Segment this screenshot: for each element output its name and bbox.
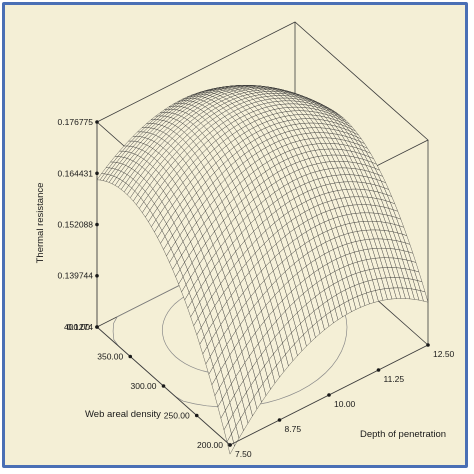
z-tick — [95, 273, 99, 278]
y-tick — [161, 384, 166, 388]
y-tick-label: 300.00 — [131, 381, 157, 391]
x-tick — [228, 443, 232, 447]
x-tick-label: 8.75 — [285, 424, 302, 434]
y-tick-label: 350.00 — [97, 352, 123, 362]
z-axis-title: Thermal resistance — [35, 183, 46, 264]
z-tick — [95, 171, 99, 176]
x-tick — [376, 368, 381, 372]
z-tick-label: 0.139744 — [58, 271, 94, 281]
z-tick-label: 0.176775 — [58, 117, 94, 127]
z-tick-label: 0.164431 — [58, 168, 94, 178]
y-tick — [95, 325, 99, 329]
z-tick — [95, 120, 99, 124]
z-tick-label: 0.152088 — [58, 219, 94, 229]
x-axis-title: Depth of penetration — [360, 429, 446, 440]
z-tick-label: 0.1274 — [67, 322, 93, 332]
y-tick-label: 200.00 — [197, 440, 223, 450]
response-surface — [96, 85, 429, 455]
y-axis-title: Web areal density — [85, 409, 161, 420]
surface-cell — [420, 290, 429, 303]
x-tick-label: 12.50 — [433, 349, 455, 359]
x-tick-label: 10.00 — [334, 399, 356, 409]
z-tick — [95, 222, 99, 227]
x-tick — [426, 343, 430, 347]
y-tick — [128, 354, 133, 359]
y-tick-label: 250.00 — [164, 411, 190, 421]
surface-plot: 0.1274 0.139744 0.152088 0.164431 0.176775 20… — [35, 21, 455, 459]
x-tick-label: 11.25 — [384, 374, 405, 384]
axis-ticks: 0.1274 0.139744 0.152088 0.164431 0.176775 20… — [58, 117, 455, 459]
figure-frame: 0.1274 0.139744 0.152088 0.164431 0.176775 20… — [2, 2, 468, 468]
x-tick-label: 7.50 — [235, 449, 252, 459]
y-tick-label: 400.00 — [64, 322, 90, 332]
y-tick — [194, 413, 199, 418]
x-tick — [327, 393, 331, 397]
x-tick — [277, 418, 282, 422]
